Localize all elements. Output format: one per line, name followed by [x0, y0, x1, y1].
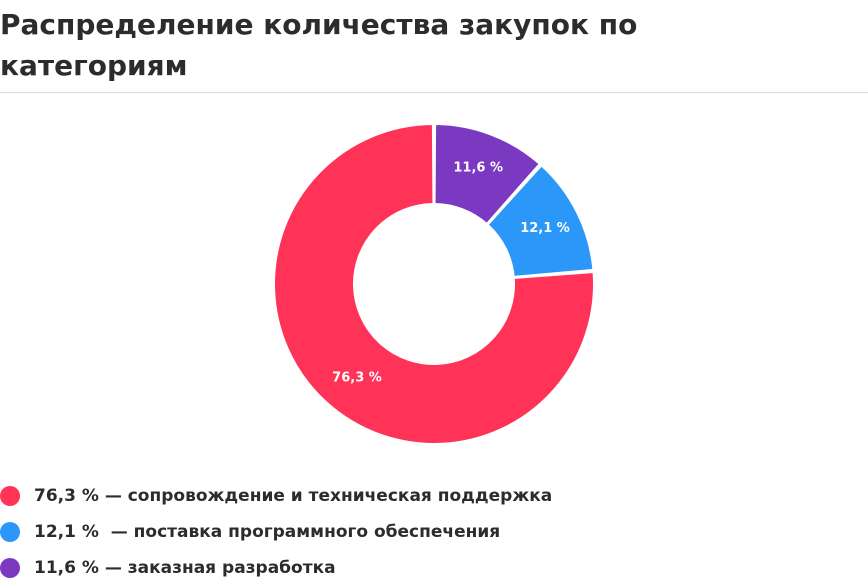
- legend-marker: [0, 558, 20, 578]
- legend-label: 76,3 % — сопровождение и техническая под…: [34, 486, 553, 506]
- slice-software-supply: [486, 164, 595, 278]
- slice-value-label: 11,6 %: [453, 161, 503, 176]
- legend-item: 11,6 % — заказная разработка: [0, 550, 552, 586]
- chart-legend: 76,3 % — сопровождение и техническая под…: [0, 478, 552, 586]
- slice-custom-development: [433, 123, 541, 225]
- legend-marker: [0, 486, 20, 506]
- title-divider: [0, 92, 868, 93]
- legend-item: 12,1 % — поставка программного обеспечен…: [0, 514, 552, 550]
- legend-marker: [0, 522, 20, 542]
- legend-label: 12,1 % — поставка программного обеспечен…: [34, 522, 501, 542]
- slice-value-label: 76,3 %: [332, 371, 382, 386]
- legend-label: 11,6 % — заказная разработка: [34, 558, 336, 578]
- slice-value-label: 12,1 %: [520, 221, 570, 236]
- chart-title: Распределение количества закупок по кате…: [0, 8, 638, 82]
- slice-support: [273, 123, 595, 445]
- legend-item: 76,3 % — сопровождение и техническая под…: [0, 478, 552, 514]
